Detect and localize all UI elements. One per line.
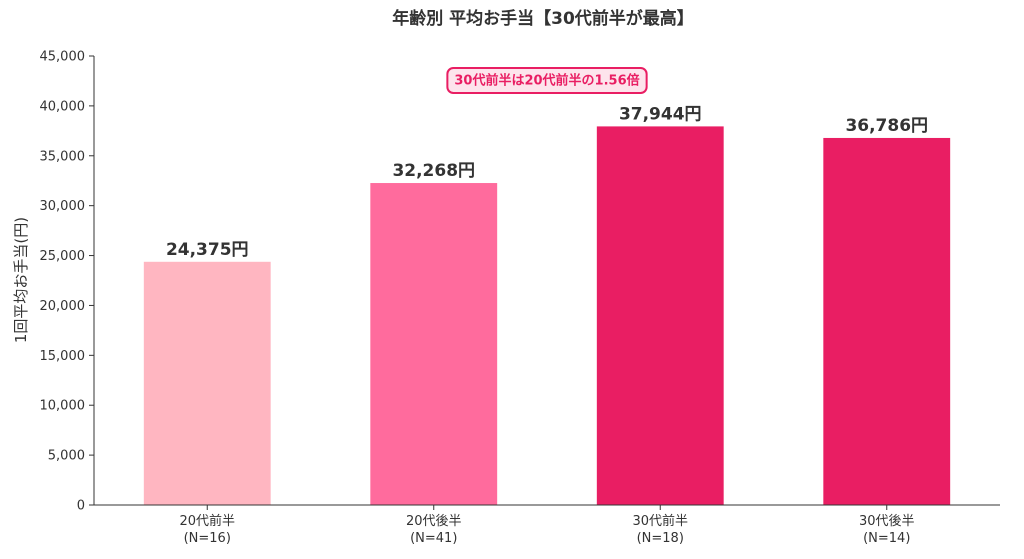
x-tick-label: 30代前半(N=18) bbox=[632, 513, 688, 546]
chart-title: 年齢別 平均お手当【30代前半が最高】 bbox=[392, 8, 694, 29]
x-tick-label: 30代後半(N=14) bbox=[859, 514, 915, 546]
y-tick-label: 0 bbox=[77, 499, 85, 514]
annotation-text: 30代前半は20代前半の1.56倍 bbox=[454, 73, 639, 89]
annotation-box bbox=[446, 67, 648, 94]
data-label: 32,268円 bbox=[392, 161, 475, 181]
y-tick-label: 35,000 bbox=[40, 149, 86, 164]
bars bbox=[143, 126, 951, 506]
bar bbox=[143, 261, 271, 505]
y-tick-label: 30,000 bbox=[40, 199, 86, 214]
y-axis: 0 5,000 10,000 15,000 20,000 25,000 30,000 35,0… bbox=[40, 50, 95, 514]
annotation-callout: 30代前半は20代前半の1.56倍 bbox=[446, 67, 648, 94]
data-label: 24,375円 bbox=[166, 240, 249, 260]
bar bbox=[370, 183, 498, 506]
y-axis-label: 1回平均お手当(円) bbox=[12, 217, 30, 343]
y-tick-label: 15,000 bbox=[40, 349, 86, 364]
y-tick-label: 10,000 bbox=[40, 399, 86, 414]
bar bbox=[596, 126, 724, 505]
x-axis: 20代前半(N=16) 20代後半(N=41) 30代前半(N=18) 30代後半(N… bbox=[94, 504, 1000, 546]
y-tick-label: 5,000 bbox=[48, 449, 85, 464]
y-tick-label: 25,000 bbox=[40, 249, 86, 264]
data-label: 37,944円 bbox=[619, 104, 702, 124]
x-tick-label: 20代後半(N=41) bbox=[406, 514, 462, 546]
y-tick-label: 40,000 bbox=[40, 99, 86, 114]
x-tick-label: 20代前半(N=16) bbox=[179, 513, 235, 546]
y-tick-label: 20,000 bbox=[40, 299, 86, 314]
bar bbox=[823, 137, 951, 506]
data-labels: 24,375円 32,268円 37,944円 36,786円 bbox=[166, 104, 928, 259]
y-tick-label: 45,000 bbox=[40, 50, 86, 65]
data-label: 36,786円 bbox=[845, 116, 928, 136]
